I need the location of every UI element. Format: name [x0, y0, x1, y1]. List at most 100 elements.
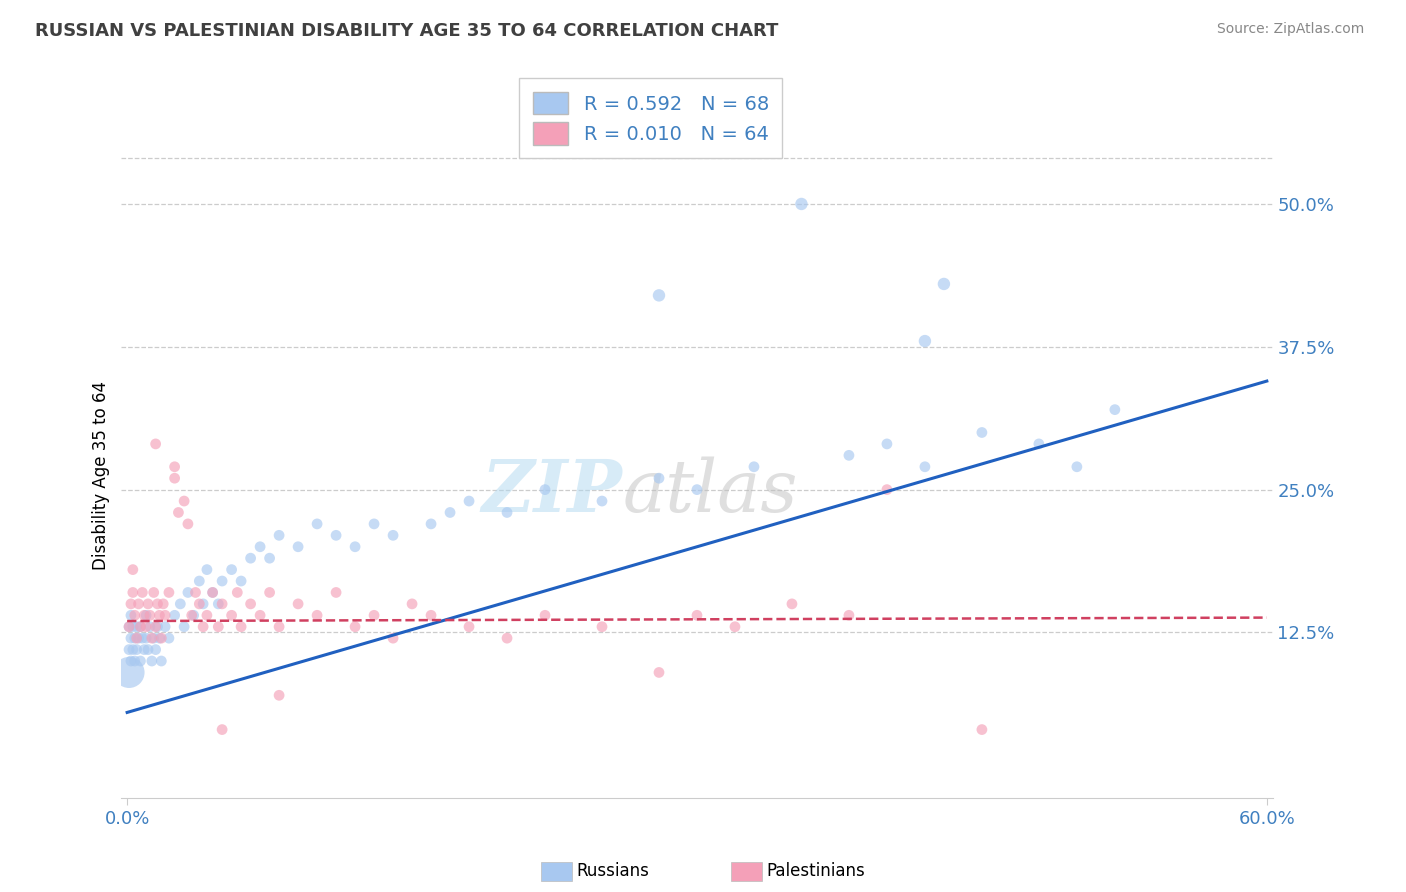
Point — [141, 654, 163, 668]
Point — [145, 437, 167, 451]
Text: Russians: Russians — [576, 863, 650, 880]
Point — [287, 597, 309, 611]
Point — [401, 597, 423, 611]
Point — [344, 620, 367, 634]
Point — [229, 620, 252, 634]
Point — [135, 608, 157, 623]
Point — [686, 608, 709, 623]
Point — [121, 620, 143, 634]
Point — [239, 551, 262, 566]
Point — [121, 563, 143, 577]
Point — [876, 437, 898, 451]
Point — [141, 631, 163, 645]
Point — [207, 620, 229, 634]
Point — [229, 574, 252, 588]
Point — [259, 585, 281, 599]
Point — [121, 642, 143, 657]
Point — [344, 540, 367, 554]
Point — [790, 197, 813, 211]
Point — [458, 620, 481, 634]
Point — [534, 608, 557, 623]
Point — [914, 334, 936, 348]
Text: atlas: atlas — [623, 456, 797, 527]
Y-axis label: Disability Age 35 to 64: Disability Age 35 to 64 — [93, 381, 110, 570]
Point — [195, 563, 218, 577]
Point — [131, 631, 153, 645]
Point — [118, 642, 141, 657]
Point — [259, 551, 281, 566]
Point — [125, 631, 148, 645]
Point — [226, 585, 249, 599]
Point — [439, 506, 461, 520]
Point — [134, 642, 156, 657]
Point — [125, 620, 148, 634]
Point — [191, 620, 214, 634]
Point — [118, 665, 141, 680]
Point — [153, 608, 176, 623]
Point — [177, 516, 200, 531]
Point — [648, 288, 671, 302]
Point — [742, 459, 765, 474]
Point — [146, 620, 169, 634]
Point — [136, 642, 159, 657]
Point — [150, 654, 173, 668]
Point — [167, 506, 190, 520]
Point — [124, 631, 146, 645]
Point — [838, 448, 860, 462]
Point — [152, 597, 174, 611]
Point — [363, 608, 385, 623]
Point — [221, 563, 243, 577]
Point — [201, 585, 224, 599]
Point — [163, 459, 186, 474]
Point — [382, 631, 405, 645]
Point — [188, 574, 211, 588]
Point — [211, 597, 233, 611]
Point — [118, 620, 141, 634]
Point — [180, 608, 202, 623]
Point — [496, 506, 519, 520]
Point — [184, 585, 207, 599]
Point — [195, 608, 218, 623]
Point — [120, 654, 142, 668]
Point — [128, 631, 150, 645]
Point — [249, 540, 271, 554]
Point — [163, 608, 186, 623]
Text: ZIP: ZIP — [481, 456, 623, 527]
Point — [129, 654, 152, 668]
Point — [287, 540, 309, 554]
Point — [211, 723, 233, 737]
Point — [169, 597, 191, 611]
Point — [211, 574, 233, 588]
Point — [157, 585, 180, 599]
Point — [780, 597, 803, 611]
Point — [120, 597, 142, 611]
Point — [325, 585, 347, 599]
Point — [145, 620, 167, 634]
Point — [124, 654, 146, 668]
Point — [153, 620, 176, 634]
Point — [201, 585, 224, 599]
Point — [157, 631, 180, 645]
Point — [173, 620, 195, 634]
Point — [125, 642, 148, 657]
Point — [148, 631, 170, 645]
Point — [163, 471, 186, 485]
Point — [363, 516, 385, 531]
Point — [139, 620, 162, 634]
Point — [148, 608, 170, 623]
Point — [724, 620, 747, 634]
Point — [207, 597, 229, 611]
Point — [591, 494, 613, 508]
Point — [970, 723, 993, 737]
Point — [121, 585, 143, 599]
Point — [1028, 437, 1050, 451]
Point — [686, 483, 709, 497]
Point — [932, 277, 955, 291]
Point — [648, 471, 671, 485]
Point — [191, 597, 214, 611]
Point — [142, 585, 165, 599]
Point — [307, 608, 329, 623]
Point — [876, 483, 898, 497]
Point — [382, 528, 405, 542]
Point — [131, 585, 153, 599]
